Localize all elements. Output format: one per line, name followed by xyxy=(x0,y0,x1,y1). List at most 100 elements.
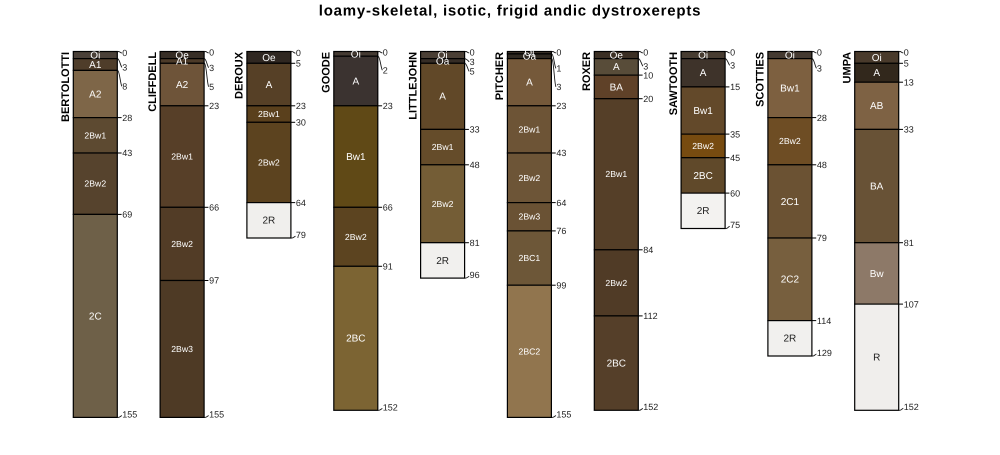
svg-text:8: 8 xyxy=(122,82,127,92)
svg-text:LITTLEJOHN: LITTLEJOHN xyxy=(407,52,419,120)
svg-text:DEROUX: DEROUX xyxy=(234,51,246,99)
svg-text:2Bw1: 2Bw1 xyxy=(432,142,454,152)
svg-text:2C1: 2C1 xyxy=(781,197,800,208)
svg-text:112: 112 xyxy=(643,311,657,321)
svg-text:79: 79 xyxy=(296,230,306,240)
svg-text:2C: 2C xyxy=(89,311,102,322)
svg-text:0: 0 xyxy=(470,48,475,58)
svg-text:2Bw2: 2Bw2 xyxy=(605,278,627,288)
svg-text:BERTOLOTTI: BERTOLOTTI xyxy=(60,52,72,122)
svg-text:3: 3 xyxy=(643,61,648,71)
svg-text:0: 0 xyxy=(209,48,214,58)
svg-text:3: 3 xyxy=(122,63,127,73)
svg-text:2Bw2: 2Bw2 xyxy=(171,239,193,249)
svg-text:0: 0 xyxy=(643,48,648,58)
svg-text:0: 0 xyxy=(556,48,561,58)
svg-text:A: A xyxy=(526,78,533,89)
svg-text:5: 5 xyxy=(296,59,301,69)
svg-text:13: 13 xyxy=(904,77,914,87)
svg-text:76: 76 xyxy=(556,226,566,236)
svg-text:Oi: Oi xyxy=(698,50,708,61)
svg-text:2Bw2: 2Bw2 xyxy=(692,141,714,151)
svg-text:Oa: Oa xyxy=(436,56,450,67)
svg-text:3: 3 xyxy=(817,64,822,74)
svg-text:33: 33 xyxy=(904,125,914,135)
svg-text:A1: A1 xyxy=(89,60,102,71)
svg-text:SAWTOOTH: SAWTOOTH xyxy=(668,52,680,115)
svg-text:5: 5 xyxy=(470,67,475,77)
svg-text:84: 84 xyxy=(643,245,653,255)
svg-text:loamy-skeletal, isotic, frigid: loamy-skeletal, isotic, frigid andic dys… xyxy=(319,2,701,19)
svg-text:43: 43 xyxy=(122,148,132,158)
svg-text:2BC2: 2BC2 xyxy=(519,346,541,356)
svg-text:33: 33 xyxy=(470,125,480,135)
svg-text:23: 23 xyxy=(296,101,306,111)
svg-text:A: A xyxy=(352,76,359,87)
svg-text:2BC: 2BC xyxy=(346,334,365,345)
svg-text:2: 2 xyxy=(383,65,388,75)
svg-text:5: 5 xyxy=(904,59,909,69)
svg-text:129: 129 xyxy=(817,348,832,358)
svg-text:A: A xyxy=(700,68,707,79)
svg-text:64: 64 xyxy=(296,198,306,208)
svg-text:96: 96 xyxy=(470,270,480,280)
svg-text:81: 81 xyxy=(470,238,480,248)
svg-text:PITCHER: PITCHER xyxy=(494,52,506,100)
svg-text:107: 107 xyxy=(904,299,919,309)
svg-text:99: 99 xyxy=(556,280,566,290)
svg-text:114: 114 xyxy=(817,316,831,326)
svg-text:152: 152 xyxy=(383,402,398,412)
svg-text:64: 64 xyxy=(556,198,566,208)
svg-text:97: 97 xyxy=(209,276,219,286)
svg-text:2Bw2: 2Bw2 xyxy=(84,179,106,189)
svg-text:81: 81 xyxy=(904,238,914,248)
svg-text:2Bw1: 2Bw1 xyxy=(258,109,280,119)
svg-text:3: 3 xyxy=(470,57,475,67)
svg-text:Oi: Oi xyxy=(872,53,882,64)
svg-text:GOODE: GOODE xyxy=(321,52,333,93)
svg-text:2Bw2: 2Bw2 xyxy=(519,173,541,183)
svg-text:Oe: Oe xyxy=(175,50,189,61)
svg-text:30: 30 xyxy=(296,118,306,128)
svg-text:3: 3 xyxy=(730,61,735,71)
svg-text:155: 155 xyxy=(122,409,137,419)
svg-text:91: 91 xyxy=(383,262,393,272)
svg-text:2Bw2: 2Bw2 xyxy=(258,157,280,167)
svg-text:2Bw1: 2Bw1 xyxy=(171,152,193,162)
svg-text:66: 66 xyxy=(209,203,219,213)
svg-text:3: 3 xyxy=(209,63,214,73)
svg-text:0: 0 xyxy=(904,48,909,58)
svg-text:155: 155 xyxy=(556,409,571,419)
svg-text:Oi: Oi xyxy=(351,49,361,60)
svg-text:CLIFFDELL: CLIFFDELL xyxy=(147,52,159,112)
svg-text:A: A xyxy=(439,92,446,103)
svg-text:23: 23 xyxy=(383,101,393,111)
svg-text:ROXER: ROXER xyxy=(581,52,593,91)
svg-text:2R: 2R xyxy=(263,216,276,227)
svg-text:Bw1: Bw1 xyxy=(346,152,366,163)
svg-text:75: 75 xyxy=(730,220,740,230)
svg-text:28: 28 xyxy=(817,113,827,123)
svg-text:A: A xyxy=(266,80,273,91)
svg-text:BA: BA xyxy=(870,181,884,192)
svg-text:2Bw1: 2Bw1 xyxy=(519,124,541,134)
svg-text:A1: A1 xyxy=(176,56,189,67)
svg-text:Oe: Oe xyxy=(610,50,624,61)
svg-text:R: R xyxy=(873,353,880,364)
svg-text:2Bw3: 2Bw3 xyxy=(171,344,193,354)
svg-text:3: 3 xyxy=(556,82,561,92)
svg-text:AB: AB xyxy=(870,101,884,112)
svg-text:28: 28 xyxy=(122,113,132,123)
svg-text:2Bw1: 2Bw1 xyxy=(84,130,106,140)
svg-text:60: 60 xyxy=(730,188,740,198)
svg-text:Oa: Oa xyxy=(523,52,537,63)
svg-text:2R: 2R xyxy=(697,206,710,217)
svg-text:48: 48 xyxy=(817,160,827,170)
svg-text:23: 23 xyxy=(556,101,566,111)
svg-text:Oi: Oi xyxy=(524,48,534,59)
svg-text:A2: A2 xyxy=(176,80,189,91)
svg-text:Oe: Oe xyxy=(262,53,276,64)
svg-text:155: 155 xyxy=(209,409,224,419)
svg-text:2BC: 2BC xyxy=(693,171,712,182)
svg-text:2C2: 2C2 xyxy=(781,275,800,286)
